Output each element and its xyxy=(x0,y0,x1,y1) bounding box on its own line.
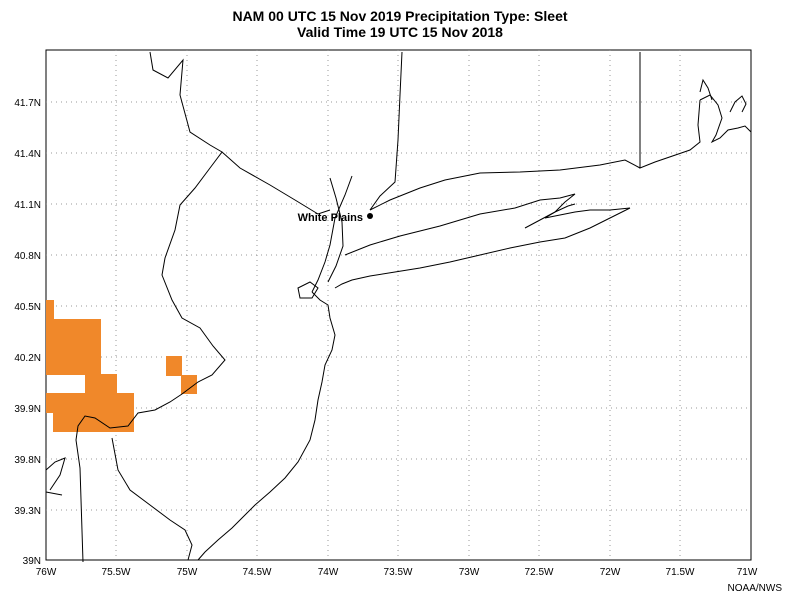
staten-island xyxy=(297,281,319,299)
lon-tick-label: 72W xyxy=(600,567,621,578)
md-de-border-2 xyxy=(45,491,63,496)
lat-tick-label: 41.4N xyxy=(14,149,41,160)
lat-tick-label: 40.2N xyxy=(14,353,41,364)
narragansett-bay xyxy=(699,94,752,144)
sleet-cell xyxy=(181,375,197,394)
lat-tick-labels: 41.7N 41.4N 41.1N 40.8N 40.5N 40.2N 39.9… xyxy=(14,98,41,567)
map-boundaries xyxy=(45,51,752,563)
lat-tick-label: 40.5N xyxy=(14,302,41,313)
lat-tick-label: 39.8N xyxy=(14,455,41,466)
lon-tick-label: 74W xyxy=(318,567,339,578)
lon-tick-label: 72.5W xyxy=(525,567,554,578)
lat-tick-label: 39.9N xyxy=(14,404,41,415)
delaware-river xyxy=(75,51,226,563)
hudson-river-east xyxy=(327,177,344,283)
rhode-island-islands xyxy=(699,78,713,101)
map-title: NAM 00 UTC 15 Nov 2019 Precipitation Typ… xyxy=(232,8,568,24)
sleet-cell xyxy=(46,319,101,375)
sleet-areas xyxy=(46,300,197,432)
lon-tick-label: 75.5W xyxy=(102,567,131,578)
md-de-border xyxy=(45,457,66,491)
ny-ct-border xyxy=(369,51,403,211)
long-island-south xyxy=(334,207,631,289)
ny-nj-border xyxy=(221,151,331,215)
lon-tick-label: 71.5W xyxy=(666,567,695,578)
sleet-cell xyxy=(53,412,134,432)
lon-tick-label: 76W xyxy=(36,567,57,578)
delaware-bay xyxy=(111,437,193,561)
white-plains-marker xyxy=(367,213,373,219)
lon-tick-label: 71W xyxy=(737,567,758,578)
white-plains-label: White Plains xyxy=(298,212,363,224)
lat-tick-label: 39.3N xyxy=(14,506,41,517)
hudson-river-west xyxy=(311,175,353,293)
lon-tick-label: 73W xyxy=(459,567,480,578)
lat-tick-label: 41.7N xyxy=(14,98,41,109)
credit-label: NOAA/NWS xyxy=(727,583,782,594)
nj-coast xyxy=(197,291,336,561)
rhode-island-shore xyxy=(729,95,747,113)
sleet-cell xyxy=(166,356,182,376)
lat-tick-label: 40.8N xyxy=(14,251,41,262)
north-fork xyxy=(524,203,576,229)
lat-tick-label: 41.1N xyxy=(14,200,41,211)
lon-tick-label: 74.5W xyxy=(243,567,272,578)
lon-tick-label: 75W xyxy=(177,567,198,578)
sleet-cell xyxy=(85,374,117,394)
ct-shoreline xyxy=(369,159,641,211)
lat-tick-label: 39N xyxy=(23,556,41,567)
lon-tick-labels: 76W 75.5W 75W 74.5W 74W 73.5W 73W 72.5W … xyxy=(36,567,758,578)
lon-tick-label: 73.5W xyxy=(384,567,413,578)
map-valid-time: Valid Time 19 UTC 15 Nov 2018 xyxy=(297,24,503,40)
long-island-north xyxy=(344,193,631,256)
sleet-cell xyxy=(46,393,134,413)
sleet-cell xyxy=(46,300,54,320)
